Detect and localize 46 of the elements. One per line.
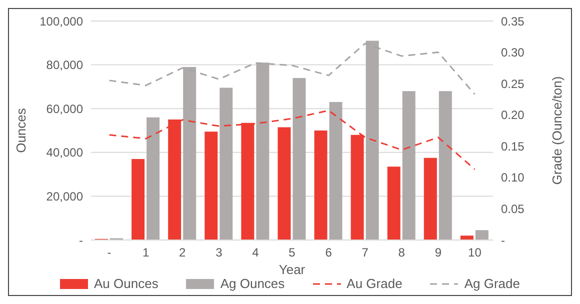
bar — [438, 91, 452, 240]
y-axis-title: Ounces — [14, 108, 29, 153]
bar — [424, 158, 437, 240]
bar — [146, 117, 160, 240]
y-tick-label: 20,000 — [46, 189, 84, 204]
bar — [475, 230, 488, 240]
x-axis-title: Year — [278, 262, 306, 277]
legend-label: Au Ounces — [94, 276, 158, 291]
x-tick-label: 2 — [179, 246, 186, 260]
bar — [220, 88, 233, 240]
x-tick-label: 6 — [325, 246, 332, 260]
y2-tick-label: 0.15 — [501, 139, 525, 154]
y-tick-label: - — [79, 233, 83, 248]
bar — [387, 166, 400, 240]
y2-tick-label: 0.35 — [501, 14, 525, 28]
legend-label: Au Grade — [346, 276, 402, 291]
legend-label: Ag Grade — [464, 276, 520, 291]
x-tick-label: 5 — [288, 246, 296, 260]
y2-tick-label: 0.30 — [501, 46, 525, 60]
y-tick-label: 40,000 — [46, 146, 84, 160]
x-tick-label: 9 — [434, 246, 442, 260]
bar — [329, 102, 342, 240]
y-tick-label: 80,000 — [46, 58, 84, 72]
bar — [278, 127, 291, 240]
y2-tick-label: 0.20 — [501, 108, 525, 122]
y-tick-label: 100,000 — [40, 14, 84, 28]
bar — [204, 132, 218, 240]
x-tick-label: 7 — [362, 246, 369, 260]
bar — [402, 91, 416, 240]
y-tick-label: 60,000 — [46, 102, 84, 116]
x-tick-label: 3 — [216, 246, 223, 260]
y2-tick-label: - — [501, 233, 505, 248]
x-tick-label: 8 — [398, 246, 406, 260]
x-tick-label: 1 — [142, 246, 150, 260]
x-tick-label: 10 — [468, 246, 482, 260]
x-tick-label: - — [107, 246, 112, 260]
y2-tick-label: 0.10 — [501, 170, 525, 185]
x-tick-label: 4 — [252, 246, 260, 260]
bar — [460, 236, 474, 240]
bar — [314, 130, 328, 240]
legend-label: Ag Ounces — [220, 276, 285, 291]
y2-tick-label: 0.05 — [501, 202, 525, 216]
bar — [292, 78, 306, 240]
bar — [132, 158, 145, 240]
y2-tick-label: 0.25 — [501, 76, 525, 91]
y2-axis-title: Grade (Ounce/ton) — [550, 76, 565, 185]
